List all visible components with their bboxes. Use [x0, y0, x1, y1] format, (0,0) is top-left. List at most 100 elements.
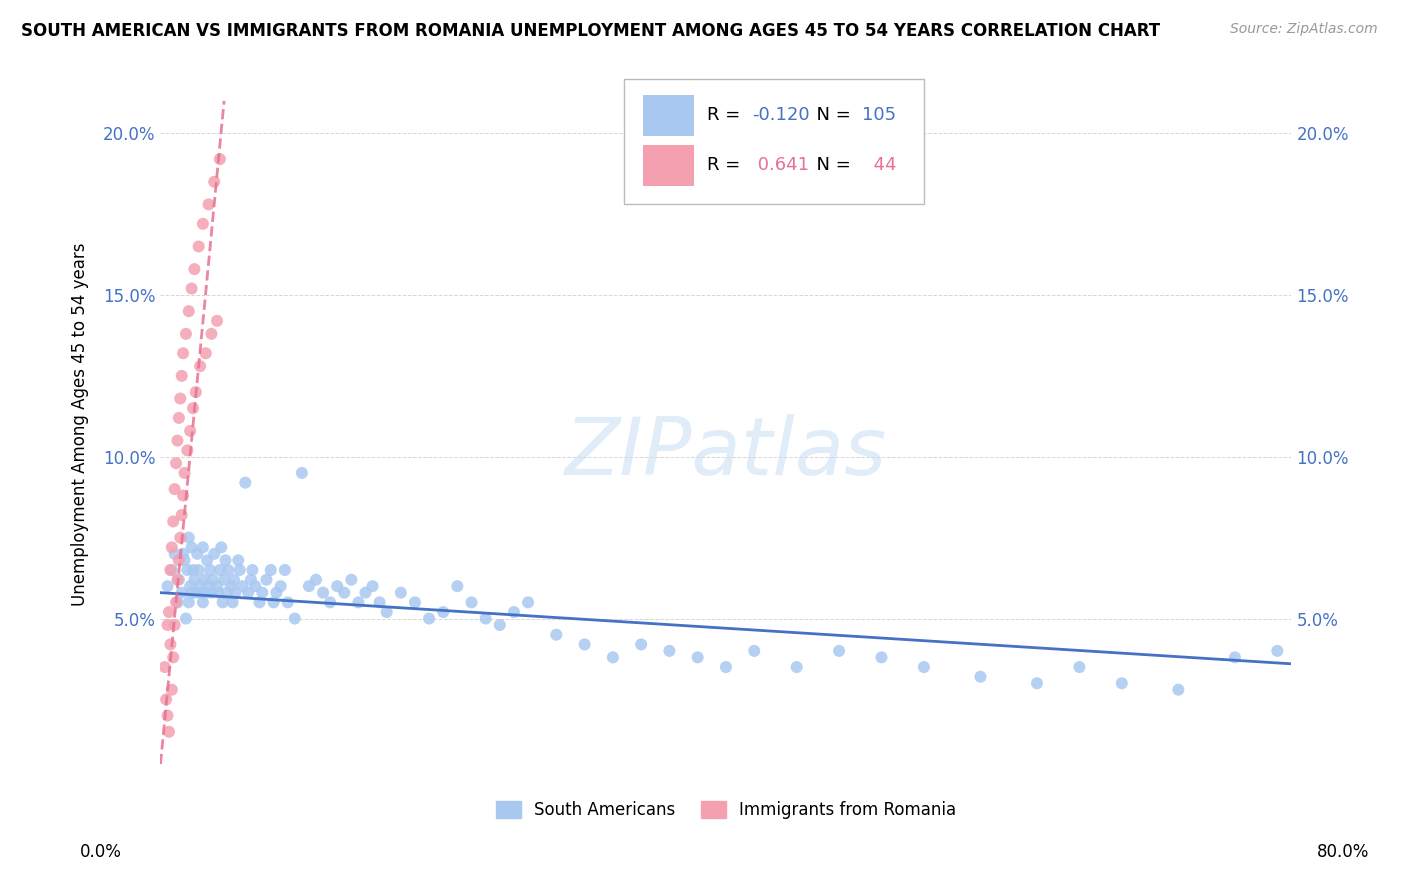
Point	[166, 434, 188, 448]
Point	[170, 368, 193, 383]
Point	[157, 605, 180, 619]
Point	[249, 595, 271, 609]
Point	[180, 281, 202, 295]
Point	[277, 595, 299, 609]
Point	[1167, 682, 1189, 697]
Point	[219, 579, 242, 593]
Point	[188, 579, 211, 593]
Text: -0.120: -0.120	[752, 106, 810, 124]
Point	[156, 579, 179, 593]
Point	[172, 346, 194, 360]
Point	[969, 670, 991, 684]
Point	[404, 595, 426, 609]
Point	[167, 411, 190, 425]
Point	[180, 541, 202, 555]
Point	[156, 618, 179, 632]
Point	[375, 605, 398, 619]
Point	[368, 595, 391, 609]
Point	[177, 595, 200, 609]
Point	[208, 563, 231, 577]
Point	[198, 563, 221, 577]
Point	[187, 239, 209, 253]
Point	[432, 605, 454, 619]
Point	[226, 553, 249, 567]
Point	[446, 579, 468, 593]
Point	[177, 304, 200, 318]
Point	[173, 553, 195, 567]
Point	[165, 456, 187, 470]
Text: 0.641: 0.641	[752, 155, 808, 174]
Point	[474, 611, 496, 625]
Point	[184, 385, 207, 400]
Point	[347, 595, 370, 609]
Point	[173, 466, 195, 480]
Point	[870, 650, 893, 665]
Point	[191, 541, 214, 555]
FancyBboxPatch shape	[624, 79, 924, 203]
Point	[1265, 644, 1288, 658]
Point	[260, 563, 283, 577]
Point	[202, 547, 225, 561]
Point	[200, 326, 222, 341]
Point	[205, 579, 228, 593]
Text: R =: R =	[707, 155, 745, 174]
Point	[162, 650, 184, 665]
Text: N =: N =	[806, 155, 856, 174]
Point	[270, 579, 292, 593]
Point	[160, 682, 183, 697]
Point	[208, 152, 231, 166]
Point	[742, 644, 765, 658]
Text: ZIPatlas: ZIPatlas	[565, 414, 887, 491]
Point	[714, 660, 737, 674]
Point	[190, 585, 212, 599]
Point	[574, 637, 596, 651]
FancyBboxPatch shape	[644, 145, 695, 186]
Point	[183, 262, 205, 277]
Point	[252, 585, 274, 599]
Point	[236, 585, 259, 599]
Point	[312, 585, 335, 599]
Point	[166, 595, 188, 609]
Point	[1026, 676, 1049, 690]
Point	[159, 563, 181, 577]
Point	[256, 573, 278, 587]
Point	[340, 573, 363, 587]
Text: 0.0%: 0.0%	[80, 843, 122, 861]
Point	[222, 573, 245, 587]
Point	[166, 573, 188, 587]
Point	[326, 579, 349, 593]
Point	[195, 553, 218, 567]
Point	[172, 547, 194, 561]
Point	[176, 563, 198, 577]
FancyBboxPatch shape	[644, 95, 695, 136]
Point	[274, 563, 297, 577]
Point	[263, 595, 285, 609]
Point	[197, 197, 219, 211]
Point	[245, 579, 267, 593]
Point	[418, 611, 440, 625]
Point	[163, 618, 186, 632]
Text: SOUTH AMERICAN VS IMMIGRANTS FROM ROMANIA UNEMPLOYMENT AMONG AGES 45 TO 54 YEARS: SOUTH AMERICAN VS IMMIGRANTS FROM ROMANI…	[21, 22, 1160, 40]
Point	[194, 585, 217, 599]
Point	[239, 573, 262, 587]
Point	[207, 585, 229, 599]
Point	[186, 547, 208, 561]
Point	[201, 573, 224, 587]
Point	[212, 573, 235, 587]
Point	[176, 443, 198, 458]
Point	[169, 531, 191, 545]
Point	[180, 585, 202, 599]
Point	[786, 660, 808, 674]
Point	[184, 585, 207, 599]
Point	[177, 531, 200, 545]
Point	[211, 595, 233, 609]
Point	[183, 573, 205, 587]
Point	[912, 660, 935, 674]
Point	[160, 541, 183, 555]
Point	[165, 595, 187, 609]
Point	[170, 585, 193, 599]
Point	[179, 579, 201, 593]
Point	[179, 424, 201, 438]
Point	[163, 482, 186, 496]
Point	[209, 541, 232, 555]
